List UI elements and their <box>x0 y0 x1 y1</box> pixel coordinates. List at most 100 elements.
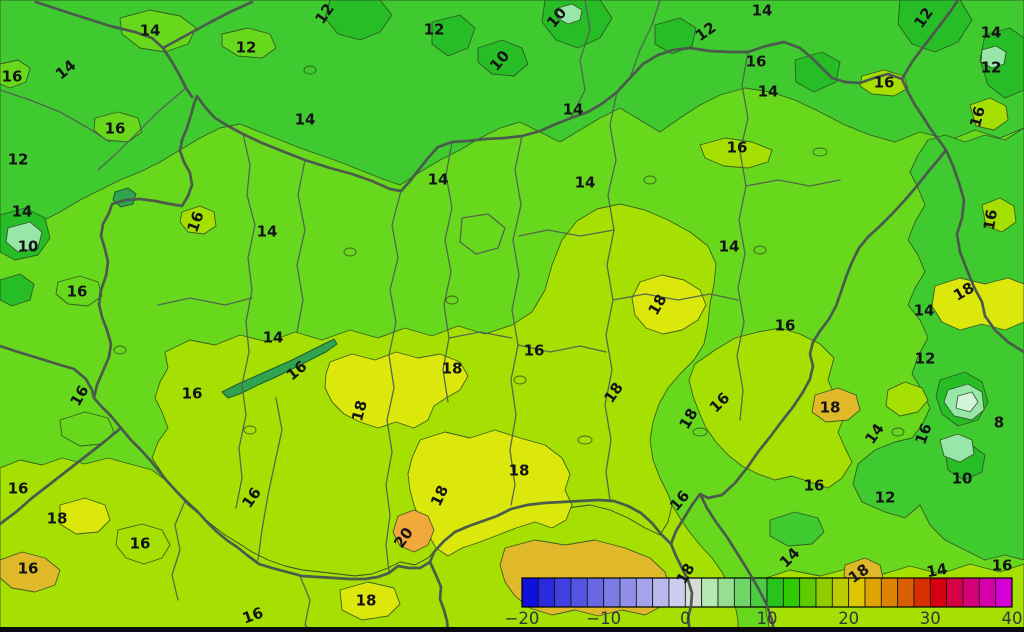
contour-label: 14 <box>12 203 33 221</box>
contour-label: 16 <box>8 480 29 498</box>
zone-mild-patch <box>221 27 277 59</box>
colorbar-tick-label: 20 <box>838 609 859 628</box>
contour-label: 16 <box>992 557 1013 575</box>
lake-balaton <box>221 338 338 399</box>
bottom-frame <box>0 627 1024 632</box>
zone-warm-valley <box>969 97 1009 131</box>
county-border-line <box>296 159 306 333</box>
region-border-line <box>0 89 111 143</box>
contour-label: 8 <box>994 414 1004 432</box>
colorbar-cell <box>929 577 948 608</box>
colorbar-cell <box>652 577 670 608</box>
zone-hot-patch <box>931 277 1024 331</box>
county-border-line <box>517 344 607 353</box>
county-border-line <box>235 133 256 509</box>
contour-label: 18 <box>47 510 68 528</box>
contour-label: 16 <box>727 139 748 157</box>
contour-label: 16 <box>2 68 23 86</box>
contour-label: 12 <box>236 39 257 57</box>
contour-island <box>243 425 257 435</box>
zone-mint-spot <box>939 433 975 463</box>
colorbar-cell <box>701 577 719 608</box>
colorbar-tick-label: 10 <box>757 609 778 628</box>
zone-hot-patch <box>339 581 401 621</box>
colorbar-tick-label: 40 <box>1002 609 1023 628</box>
colorbar-cell <box>619 577 637 608</box>
contour-island <box>513 375 527 385</box>
colorbar-cell <box>635 577 654 608</box>
zone-cool-patch <box>769 511 825 547</box>
border-ukraine-romania <box>944 148 1024 354</box>
zone-cold-patch <box>477 39 529 77</box>
contour-label: 18 <box>442 360 463 378</box>
contour-island <box>692 427 708 437</box>
border-croatia-danube-dip <box>428 560 450 632</box>
contour-label: 12 <box>875 489 896 507</box>
county-border-line <box>448 331 513 339</box>
zone-mint-spot <box>5 221 43 253</box>
zone-gold-patch <box>0 551 61 593</box>
colorbar-cell <box>897 577 915 608</box>
county-border-line <box>157 297 253 306</box>
contour-island <box>113 345 127 355</box>
colorbar-tick-label: 30 <box>920 609 941 628</box>
colorbar-cell <box>962 577 980 608</box>
zone-cold-patch <box>324 0 393 41</box>
county-border-line <box>442 141 453 403</box>
colorbar-cell <box>782 577 801 608</box>
county-border-line <box>745 179 841 187</box>
zone-cold-north <box>0 0 1024 239</box>
colorbar-tick-label: 0 <box>680 609 691 628</box>
colorbar-ticks: −20 −10 0 10 20 30 40 <box>505 609 1023 628</box>
zone-gold-patch <box>811 387 861 423</box>
county-borders <box>0 0 841 632</box>
contour-islands <box>113 65 905 445</box>
contour-island <box>445 295 459 305</box>
border-slovenia-croatia <box>0 426 123 526</box>
border-austria-czech-slovakia <box>34 0 194 99</box>
contour-island <box>577 435 593 445</box>
contour-label: 16 <box>524 342 545 360</box>
contour-label: 18 <box>356 592 377 610</box>
zone-mild-patch <box>93 111 143 143</box>
contour-label: 18 <box>509 462 530 480</box>
contour-label: 16 <box>980 208 1001 232</box>
colorbar-cell <box>799 577 817 608</box>
zone-hot-patch <box>324 351 469 429</box>
colorbar-cell <box>521 577 539 608</box>
colorbar-cell <box>978 577 997 608</box>
hungary-border <box>92 40 948 581</box>
zone-mint-spot <box>980 45 1007 69</box>
border-serbia-croatia <box>669 542 694 632</box>
contour-label: 14 <box>752 2 773 20</box>
border-slovakia-ukraine <box>900 0 960 81</box>
zone-cold-patch <box>431 14 476 57</box>
zone-hot-patch <box>59 497 111 535</box>
zone-hot-patch <box>407 429 573 557</box>
county-border-line <box>518 229 615 237</box>
contour-label: 14 <box>295 111 316 129</box>
contour-island <box>891 427 905 437</box>
zone-orange-patch <box>392 509 435 553</box>
contour-label: 12 <box>424 21 445 39</box>
contour-label: 16 <box>18 560 39 578</box>
colorbar <box>521 577 1013 608</box>
zone-mild-patch <box>0 59 31 89</box>
contour-label: 14 <box>575 174 596 192</box>
contour-label: 14 <box>758 83 779 101</box>
zone-cold-patch <box>0 273 35 307</box>
contour-label: 14 <box>140 22 161 40</box>
contour-island <box>643 175 657 185</box>
county-border-line <box>385 190 402 573</box>
contour-label: 16 <box>804 477 825 495</box>
county-border-budapest <box>459 213 506 255</box>
colorbar-tick-label: −20 <box>505 609 540 628</box>
colorbar-cell <box>554 577 572 608</box>
colorbar-cell <box>815 577 833 608</box>
border-serbia-romania <box>698 492 776 632</box>
contour-label: 14 <box>925 560 949 581</box>
region-border-line <box>570 0 591 119</box>
contour-label: 12 <box>8 151 29 169</box>
contour-label: 10 <box>18 238 39 256</box>
